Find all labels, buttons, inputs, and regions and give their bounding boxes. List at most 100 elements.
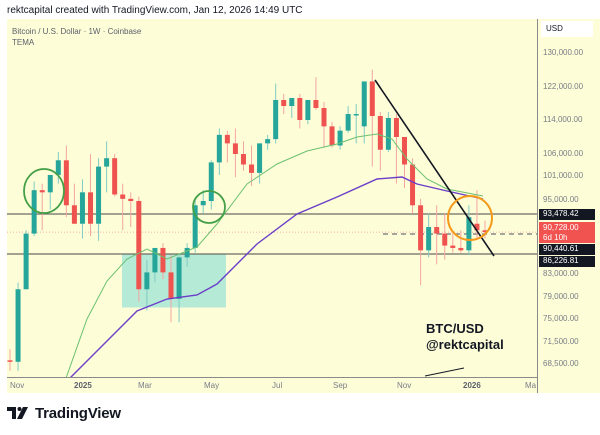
candle-body xyxy=(184,247,190,258)
candle-body xyxy=(466,217,472,251)
candle-body xyxy=(377,116,383,150)
price-tick: 130,000.00 xyxy=(543,48,584,57)
candle-body xyxy=(265,139,271,144)
chart-legend: Bitcoin / U.S. Dollar · 1W · Coinbase TE… xyxy=(12,26,141,48)
currency-label[interactable]: USD xyxy=(541,21,593,37)
tradingview-logo[interactable]: TradingView xyxy=(7,404,121,422)
candle-body xyxy=(112,158,118,195)
tradingview-logo-icon xyxy=(7,407,28,419)
candle-body xyxy=(393,118,399,137)
time-axis[interactable]: Nov 2025 Mar May Jul Sep Nov 2026 Ma xyxy=(7,377,537,393)
price-tick: 83,000.00 xyxy=(543,269,579,278)
time-label: 2025 xyxy=(74,381,92,390)
watermark-text: BTC/USD @rektcapital xyxy=(426,321,504,353)
candle-body xyxy=(152,247,158,273)
price-axis[interactable]: USD 130,000.00 122,000.00 114,000.00 106… xyxy=(537,19,600,393)
candle-body xyxy=(474,223,480,231)
candle-body xyxy=(434,227,440,234)
time-label: Nov xyxy=(397,381,412,390)
candle-body xyxy=(281,100,287,106)
candle-countdown: 6d 10h xyxy=(543,233,568,242)
time-label: 2026 xyxy=(463,381,481,390)
candle-body xyxy=(104,158,110,167)
price-tick: 71,500.00 xyxy=(543,337,579,346)
tradingview-brand: TradingView xyxy=(35,404,121,422)
level-tag-upper: 93,478.42 xyxy=(539,209,595,220)
candle-body xyxy=(216,134,222,163)
price-tick: 95,000.00 xyxy=(543,195,579,204)
time-label: Mar xyxy=(138,381,152,390)
time-label: Nov xyxy=(10,381,25,390)
candle-body xyxy=(47,175,53,193)
price-tick: 101,000.00 xyxy=(543,171,584,180)
candle-body xyxy=(224,134,230,144)
candle-body xyxy=(458,247,464,251)
watermark-author: @rektcapital xyxy=(426,337,504,352)
time-label: Ma xyxy=(525,381,537,390)
candle-body xyxy=(249,164,255,173)
candle-body xyxy=(192,205,198,248)
highlight-circle-green-1 xyxy=(23,168,65,214)
level-tag-mid: 90,440.61 xyxy=(539,244,595,255)
watermark-symbol: BTC/USD xyxy=(426,321,484,336)
candle-body xyxy=(79,192,85,224)
candle-body xyxy=(442,233,448,246)
candle-body xyxy=(176,257,182,299)
candle-body xyxy=(385,118,391,150)
candle-body xyxy=(31,190,37,234)
candle-body xyxy=(450,245,456,248)
candle-body xyxy=(329,126,335,146)
lower-trendline xyxy=(424,367,465,377)
price-tick: 122,000.00 xyxy=(543,82,584,91)
candle-body xyxy=(345,114,351,131)
price-chart[interactable] xyxy=(7,19,537,377)
candle-body xyxy=(96,166,102,224)
candle-body xyxy=(426,227,432,251)
candle-body xyxy=(369,81,375,116)
candle-body xyxy=(88,192,94,224)
time-label: Sep xyxy=(333,381,348,390)
candle-body xyxy=(160,247,166,273)
candle-body xyxy=(297,98,303,120)
candle-body xyxy=(321,108,327,127)
candle-body xyxy=(418,205,424,251)
price-tick: 106,000.00 xyxy=(543,149,584,158)
candle-body xyxy=(410,164,416,206)
chart-frame[interactable]: Bitcoin / U.S. Dollar · 1W · Coinbase TE… xyxy=(7,19,600,393)
candle-body xyxy=(353,114,359,116)
highlight-circle-orange xyxy=(447,195,493,241)
candle-body xyxy=(39,190,45,193)
symbol-info: Bitcoin / U.S. Dollar · 1W · Coinbase xyxy=(12,27,142,36)
candle-body xyxy=(144,272,150,290)
tema-slow-line xyxy=(70,176,484,377)
candle-body xyxy=(120,194,126,199)
tema-fast-line xyxy=(65,133,484,377)
candle-body xyxy=(208,162,214,201)
candle-body xyxy=(23,233,29,290)
price-tick: 114,000.00 xyxy=(543,115,583,124)
candle-body xyxy=(482,230,488,233)
candle-body xyxy=(361,81,367,127)
candle-body xyxy=(232,143,238,154)
highlight-circle-green-2 xyxy=(192,190,226,224)
candle-body xyxy=(200,201,206,206)
candle-body xyxy=(128,198,134,201)
candle-body xyxy=(136,201,142,290)
candle-body xyxy=(273,100,279,140)
last-price-value: 90,728.00 xyxy=(543,223,579,232)
candle-body xyxy=(71,205,77,224)
candle-body xyxy=(337,130,343,146)
candle-body xyxy=(257,143,263,173)
indicator-label: TEMA xyxy=(12,38,35,47)
candle-body xyxy=(55,160,61,175)
price-tick: 68,500.00 xyxy=(543,359,579,368)
price-tick: 79,000.00 xyxy=(543,292,579,301)
price-tick: 75,000.00 xyxy=(543,314,579,323)
descending-trendline xyxy=(374,79,495,257)
candle-body xyxy=(289,98,295,106)
candle-body xyxy=(401,137,407,165)
candle-body xyxy=(168,272,174,299)
candle-body xyxy=(15,289,21,362)
time-label: May xyxy=(204,381,220,390)
candle-body xyxy=(313,100,319,108)
